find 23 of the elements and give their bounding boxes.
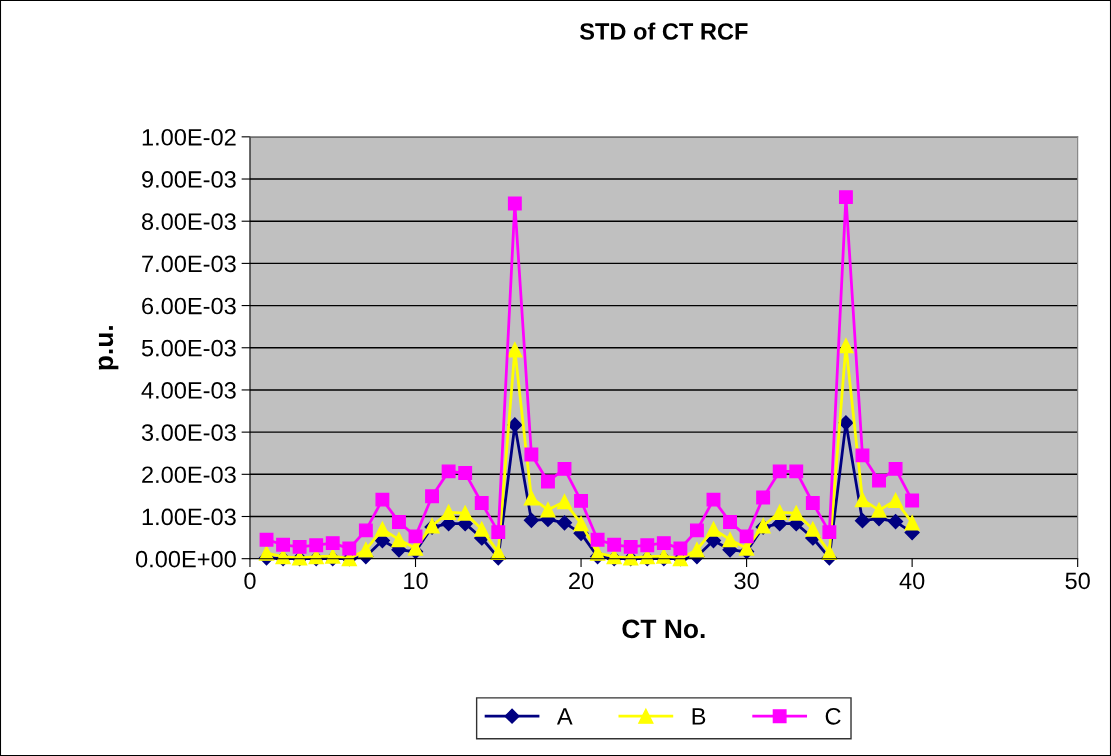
y-tick-label: 1.00E-02 <box>142 128 236 146</box>
x-tick-label: 10 <box>404 572 428 590</box>
y-tick-label: 5.00E-03 <box>141 339 236 357</box>
chart-title: STD of CT RCF <box>579 22 748 40</box>
y-tick-label: 8.00E-03 <box>141 213 236 230</box>
y-tick-label: 3.00E-03 <box>141 424 236 441</box>
x-tick-label: 40 <box>899 572 925 590</box>
y-axis-title: p.u. <box>98 326 119 370</box>
y-tick-label: 4.00E-03 <box>141 382 236 399</box>
y-tick-label: 1.00E-03 <box>142 508 236 526</box>
y-tick-label: 9.00E-03 <box>142 171 236 188</box>
y-tick-label: 0.00E+00 <box>135 550 236 568</box>
legend-label: C <box>825 707 841 725</box>
x-axis-title: CT No. <box>622 619 705 639</box>
x-tick-label: 20 <box>569 572 594 590</box>
x-tick-label: 30 <box>734 572 759 590</box>
x-tick-label: 0 <box>244 572 256 590</box>
legend-label: B <box>692 708 706 725</box>
x-tick-label: 50 <box>1065 572 1090 590</box>
y-tick-label: 6.00E-03 <box>142 297 236 315</box>
y-tick-label: 7.00E-03 <box>142 255 236 273</box>
y-tick-label: 2.00E-03 <box>142 466 236 484</box>
legend-label: A <box>556 708 573 725</box>
